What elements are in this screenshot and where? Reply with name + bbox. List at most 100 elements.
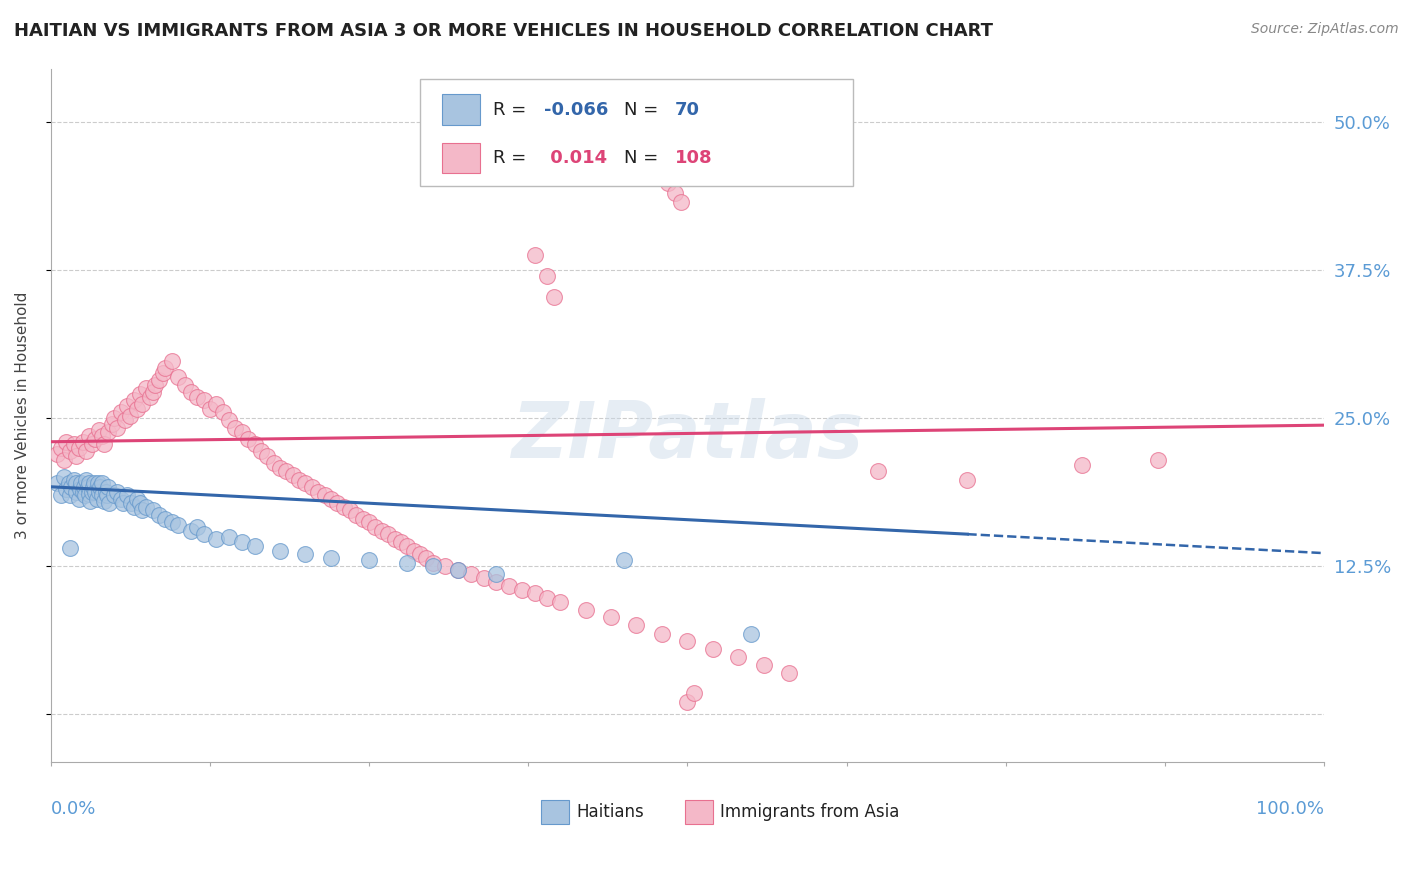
Point	[103, 488, 125, 502]
Point	[281, 467, 304, 482]
Point	[682, 686, 704, 700]
Point	[613, 553, 636, 567]
Point	[97, 480, 120, 494]
Point	[186, 520, 208, 534]
Point	[523, 586, 546, 600]
Point	[139, 390, 162, 404]
Point	[472, 571, 495, 585]
Point	[205, 397, 228, 411]
Point	[364, 520, 387, 534]
Point	[180, 384, 202, 399]
Text: 100.0%: 100.0%	[1256, 799, 1324, 818]
Point	[193, 527, 215, 541]
Point	[67, 441, 90, 455]
Point	[110, 405, 132, 419]
Point	[727, 650, 749, 665]
Point	[447, 563, 470, 577]
Y-axis label: 3 or more Vehicles in Household: 3 or more Vehicles in Household	[15, 292, 30, 539]
Point	[676, 695, 699, 709]
Point	[59, 444, 82, 458]
Point	[62, 437, 84, 451]
Point	[70, 476, 93, 491]
Point	[574, 603, 596, 617]
Point	[155, 512, 177, 526]
Point	[669, 195, 692, 210]
Point	[90, 429, 112, 443]
Point	[148, 508, 170, 523]
Point	[129, 496, 152, 510]
Point	[319, 491, 342, 506]
Point	[339, 503, 361, 517]
Point	[402, 543, 425, 558]
Point	[377, 527, 399, 541]
Point	[160, 516, 183, 530]
Point	[67, 491, 90, 506]
Point	[97, 425, 120, 440]
Point	[76, 480, 98, 494]
Point	[52, 470, 75, 484]
Point	[135, 381, 157, 395]
Point	[288, 473, 311, 487]
Point	[127, 401, 149, 416]
Point	[218, 530, 240, 544]
Point	[651, 626, 673, 640]
Point	[103, 411, 125, 425]
Text: Haitians: Haitians	[576, 803, 644, 821]
Point	[359, 516, 381, 530]
Point	[352, 512, 374, 526]
Point	[84, 433, 107, 447]
Point	[314, 488, 336, 502]
Point	[98, 496, 121, 510]
Text: Immigrants from Asia: Immigrants from Asia	[720, 803, 900, 821]
Point	[75, 488, 97, 502]
Point	[243, 437, 266, 451]
Text: -0.066: -0.066	[544, 101, 607, 119]
Point	[94, 484, 117, 499]
Point	[868, 464, 890, 478]
Point	[510, 582, 533, 597]
Point	[105, 484, 128, 499]
Point	[96, 488, 118, 502]
Point	[536, 268, 558, 283]
Point	[59, 488, 82, 502]
Point	[1147, 452, 1170, 467]
Point	[294, 476, 316, 491]
Point	[396, 539, 419, 553]
Point	[956, 473, 979, 487]
Point	[319, 550, 342, 565]
Point	[46, 476, 69, 491]
Point	[485, 574, 508, 589]
Point	[344, 508, 367, 523]
Point	[193, 393, 215, 408]
Point	[90, 476, 112, 491]
Point	[231, 535, 253, 549]
Point	[60, 480, 83, 494]
Point	[626, 618, 648, 632]
Text: Source: ZipAtlas.com: Source: ZipAtlas.com	[1251, 22, 1399, 37]
Point	[89, 423, 111, 437]
Point	[198, 401, 221, 416]
Point	[148, 373, 170, 387]
Bar	[441, 95, 479, 125]
Point	[211, 405, 233, 419]
Point	[422, 556, 444, 570]
Point	[114, 413, 136, 427]
Point	[702, 642, 724, 657]
Point	[543, 290, 565, 304]
Point	[142, 503, 165, 517]
Point	[434, 559, 457, 574]
Point	[122, 393, 145, 408]
Point	[250, 444, 273, 458]
Point	[294, 547, 316, 561]
Point	[269, 543, 291, 558]
Point	[231, 425, 253, 440]
Point	[80, 437, 103, 451]
Bar	[685, 800, 713, 824]
Point	[167, 517, 190, 532]
Point	[49, 441, 72, 455]
Point	[600, 610, 623, 624]
Point	[122, 500, 145, 514]
Point	[76, 444, 98, 458]
Point	[65, 484, 87, 499]
Text: 0.0%: 0.0%	[51, 799, 96, 818]
